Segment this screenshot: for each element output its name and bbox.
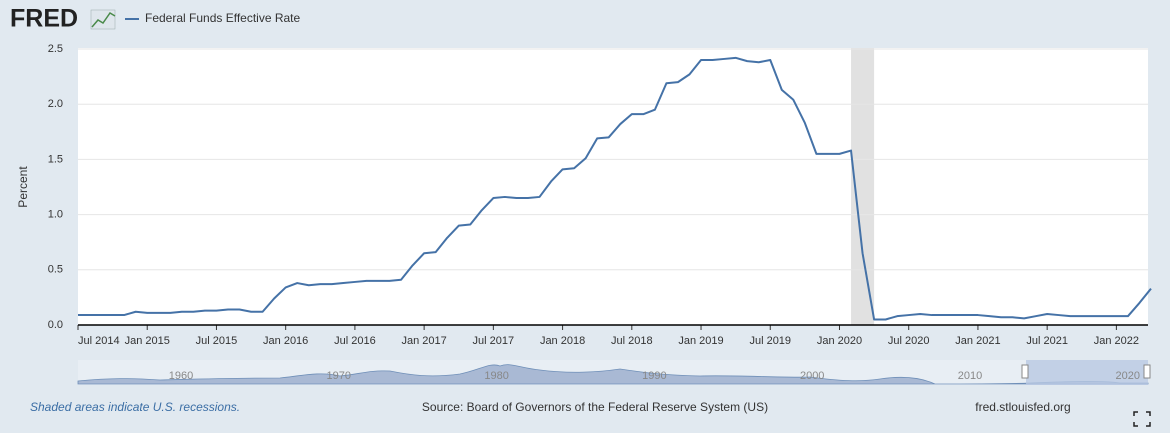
x-tick-label: Jul 2017 <box>473 335 515 347</box>
x-tick-label: Jul 2018 <box>611 335 653 347</box>
logo: FRED <box>10 5 78 33</box>
x-tick-label: Jan 2021 <box>955 335 1000 347</box>
legend-label: Federal Funds Effective Rate <box>145 11 301 25</box>
logo-icon <box>90 9 116 30</box>
x-tick-label: Jul 2020 <box>888 335 930 347</box>
navigator-label: 1990 <box>642 370 666 382</box>
x-tick-label: Jan 2018 <box>540 335 585 347</box>
navigator-label: 1960 <box>169 370 193 382</box>
y-tick-label: 2.5 <box>48 43 63 55</box>
y-tick-label: 0.5 <box>48 264 63 276</box>
fullscreen-icon[interactable] <box>1133 411 1151 427</box>
navigator <box>77 360 1151 385</box>
site-link[interactable]: fred.stlouisfed.org <box>975 400 1070 414</box>
x-tick-label: Jan 2015 <box>125 335 170 347</box>
recession-note: Shaded areas indicate U.S. recessions. <box>30 400 240 414</box>
navigator-label: 2010 <box>958 370 982 382</box>
x-tick-label: Jan 2022 <box>1094 335 1139 347</box>
x-tick-label: Jan 2016 <box>263 335 308 347</box>
series-line <box>78 56 1152 321</box>
navigator-label: 1970 <box>327 370 351 382</box>
x-tick-label: Jul 2019 <box>749 335 791 347</box>
recession-band <box>851 48 875 325</box>
y-axis-label: Percent <box>16 166 30 208</box>
navigator-label: 2000 <box>800 370 824 382</box>
navigator-label: 1980 <box>484 370 508 382</box>
x-tick-label: Jan 2017 <box>401 335 446 347</box>
x-tick-label: Jul 2015 <box>196 335 238 347</box>
plot-area <box>78 48 1148 325</box>
x-tick-label: Jul 2014 <box>78 335 120 347</box>
x-tick-label: Jul 2021 <box>1026 335 1068 347</box>
x-tick-label: Jul 2016 <box>334 335 376 347</box>
x-tick-label: Jan 2020 <box>817 335 862 347</box>
y-tick-label: 2.0 <box>48 98 63 110</box>
y-tick-label: 0.0 <box>48 319 63 331</box>
navigator-label: 2020 <box>1116 370 1140 382</box>
source: Source: Board of Governors of the Federa… <box>422 400 768 414</box>
y-tick-label: 1.5 <box>48 153 63 165</box>
x-tick-label: Jan 2019 <box>678 335 723 347</box>
y-tick-label: 1.0 <box>48 209 63 221</box>
